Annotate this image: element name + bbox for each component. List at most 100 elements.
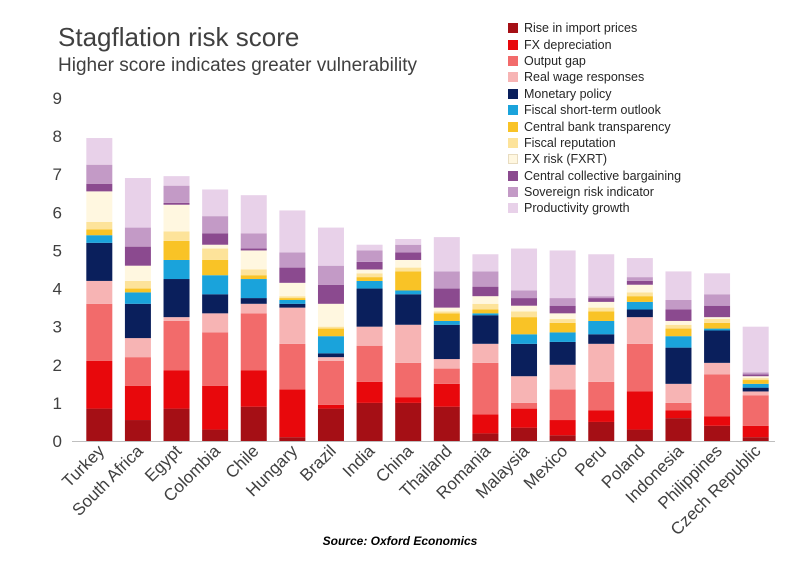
bar-segment	[588, 254, 615, 297]
legend-item: Fiscal reputation	[508, 135, 681, 151]
bar-segment	[279, 299, 306, 304]
bar-segment	[704, 294, 731, 306]
bar-segment	[704, 319, 731, 323]
bar-segment	[163, 259, 190, 280]
bar-segment	[163, 185, 190, 203]
bar-segment	[86, 164, 113, 184]
bar-segment	[704, 330, 731, 363]
bar-segment	[317, 408, 344, 441]
bar-segment	[202, 275, 229, 295]
bar-segment	[202, 244, 229, 249]
bar-segment	[356, 345, 383, 382]
bar-segment	[588, 334, 615, 344]
bar-segment	[588, 320, 615, 335]
y-tick-label: 9	[53, 89, 62, 108]
bar-segment	[472, 296, 499, 304]
bar-segment	[742, 425, 769, 438]
legend-swatch	[508, 88, 518, 99]
y-tick-label: 0	[53, 432, 62, 451]
bar-segment	[549, 322, 576, 333]
bar-segment	[665, 418, 692, 441]
y-tick-label: 8	[53, 127, 62, 146]
bar-segment	[588, 343, 615, 382]
legend-item: Monetary policy	[508, 86, 681, 102]
bar-segment	[240, 233, 267, 249]
bar-segment	[395, 397, 422, 403]
bar-segment	[665, 328, 692, 337]
bar-segment	[279, 389, 306, 438]
bar-segment	[124, 292, 151, 304]
bar-segment	[395, 402, 422, 441]
bar-segment	[704, 273, 731, 295]
bar-segment	[240, 269, 267, 276]
bar-segment	[704, 374, 731, 417]
bar-segment	[511, 317, 538, 335]
bar-segment	[665, 347, 692, 384]
bar-segment	[240, 406, 267, 441]
bar-segment	[742, 376, 769, 379]
bar-segment	[472, 343, 499, 363]
bar-segment	[665, 299, 692, 310]
bar-segment	[124, 303, 151, 339]
bar-segment	[240, 370, 267, 407]
bar-segment	[742, 380, 769, 384]
bar-segment	[472, 286, 499, 297]
bar-segment	[511, 305, 538, 312]
bar-segment	[395, 259, 422, 268]
bar-segment	[317, 360, 344, 405]
bar-segment	[86, 221, 113, 230]
legend-label: Fiscal reputation	[524, 135, 616, 150]
bar-segment	[124, 178, 151, 228]
bar-segment	[317, 357, 344, 361]
bar-segment	[549, 435, 576, 441]
bar-segment	[240, 298, 267, 304]
bar-segment	[742, 378, 769, 381]
bar-segment	[317, 284, 344, 304]
bar-segment	[742, 391, 769, 396]
bar-segment	[163, 370, 190, 409]
bar-segment	[86, 360, 113, 409]
bar-segment	[742, 374, 769, 377]
bar-segment	[202, 233, 229, 245]
bar-segment	[433, 311, 460, 314]
y-tick-label: 6	[53, 203, 62, 222]
legend-item: Rise in import prices	[508, 20, 681, 36]
bar-segment	[202, 248, 229, 260]
bar-segment	[317, 353, 344, 358]
bar-segment	[395, 267, 422, 272]
bar-segment	[704, 362, 731, 375]
bar-segment	[356, 277, 383, 281]
bar-segment	[86, 138, 113, 165]
bar-segment	[163, 279, 190, 318]
bar-segment	[202, 313, 229, 333]
bar-segment	[433, 368, 460, 384]
x-tick-label: Brazil	[296, 441, 339, 484]
legend-swatch	[508, 39, 518, 50]
bar-segment	[626, 258, 653, 278]
bar-segment	[472, 303, 499, 310]
bar-segment	[472, 315, 499, 344]
bar-segment	[279, 252, 306, 268]
bar-segment	[704, 317, 731, 320]
bar-segment	[511, 343, 538, 377]
bar-segment	[742, 372, 769, 375]
bar-segment	[626, 280, 653, 285]
bar-segment	[240, 279, 267, 299]
bar-segment	[86, 229, 113, 236]
bar-segment	[511, 376, 538, 403]
bar-segment	[433, 383, 460, 407]
bar-segment	[665, 383, 692, 403]
bar-segment	[665, 336, 692, 348]
bar-segment	[742, 387, 769, 392]
bar-segment	[549, 389, 576, 421]
bar-segment	[511, 311, 538, 318]
bar-segment	[86, 183, 113, 192]
bar-segment	[202, 216, 229, 234]
bar-segment	[704, 322, 731, 329]
bar-segment	[626, 296, 653, 302]
bar-segment	[626, 284, 653, 293]
bar-segment	[124, 357, 151, 386]
bar-segment	[124, 246, 151, 266]
bar-segment	[511, 248, 538, 291]
bar-segment	[665, 271, 692, 300]
